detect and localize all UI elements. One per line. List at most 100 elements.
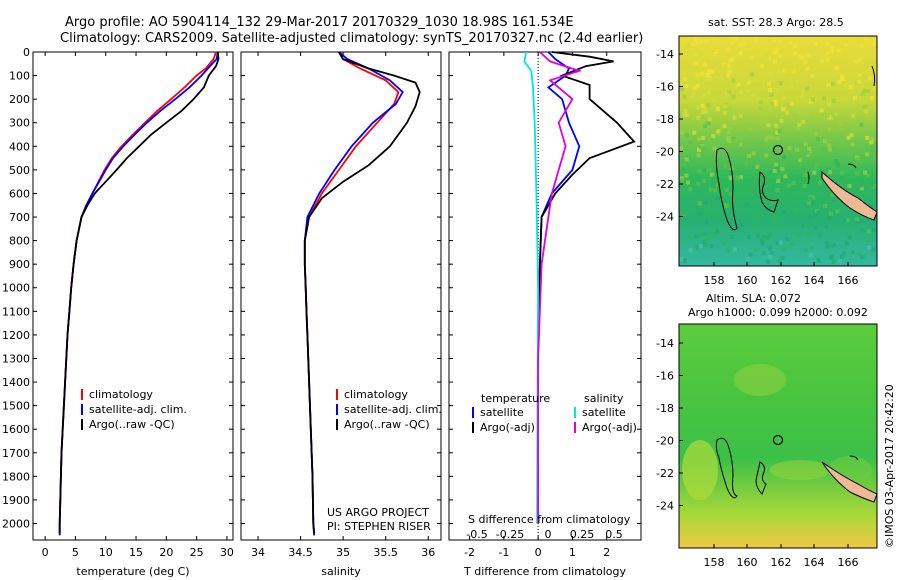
sst-pixel [704, 38, 709, 43]
sst-pixel [865, 135, 870, 140]
sst-pixel [825, 41, 830, 46]
legend-label: Argo(-adj) [480, 421, 535, 434]
sst-pixel [774, 47, 779, 52]
y-tick-label: 1500 [2, 400, 30, 413]
sst-pixel [769, 71, 774, 76]
sst-pixel [793, 51, 798, 56]
sst-pixel [792, 44, 797, 49]
sst-pixel [865, 89, 870, 94]
sst-pixel [778, 53, 782, 58]
sst-pixel [755, 226, 760, 231]
y-tick-label: 1300 [2, 352, 30, 365]
sst-pixel [778, 240, 783, 245]
sst-pixel [838, 122, 843, 127]
sst-pixel [729, 234, 734, 239]
sst-pixel [706, 69, 711, 74]
sst-pixel [862, 88, 867, 93]
sst-pixel [802, 173, 807, 177]
sst-pixel [777, 259, 782, 264]
sst-pixel [777, 38, 782, 43]
sst-pixel [715, 182, 720, 187]
legend-label: Argo(..raw -QC) [344, 418, 430, 431]
sst-pixel [695, 72, 700, 77]
sst-pixel [732, 115, 737, 120]
sst-pixel [827, 170, 832, 175]
sst-pixel [853, 59, 858, 64]
sst-pixel [740, 223, 744, 228]
sst-pixel [868, 119, 873, 123]
sla-map-label-1: Altim. SLA: 0.072 [706, 292, 801, 305]
sst-pixel [829, 243, 834, 248]
sst-pixel [770, 157, 775, 161]
sla-map: Altim. SLA: 0.072 Argo h1000: 0.099 h200… [656, 292, 878, 569]
sst-pixel [684, 84, 689, 88]
sst-pixel [696, 52, 701, 57]
legend-label: satellite-adj. clim. [89, 403, 187, 416]
sst-pixel [768, 152, 773, 157]
sst-pixel [851, 250, 856, 255]
sst-pixel [845, 218, 850, 223]
sst-pixel [696, 181, 701, 186]
sst-pixel [835, 209, 840, 214]
sst-pixel [683, 223, 688, 228]
sst-pixel [811, 195, 816, 200]
x-tick-label: 34 [251, 546, 265, 559]
sst-pixel [759, 238, 764, 243]
sst-pixel [773, 102, 778, 107]
y-tick-label: 0 [23, 46, 30, 59]
x-tick-label: 34.5 [288, 546, 313, 559]
sst-pixel [810, 97, 815, 102]
sst-pixel [703, 124, 707, 129]
map-y-tick-label: -18 [656, 402, 674, 415]
sst-pixel [680, 178, 685, 183]
sst-pixel [854, 192, 859, 197]
sst-pixel [803, 60, 808, 65]
sst-pixel [703, 243, 708, 247]
sst-pixel [767, 254, 772, 259]
sst-pixel [827, 127, 832, 132]
sst-pixel [679, 257, 684, 262]
sst-pixel [839, 254, 844, 259]
sst-pixel [810, 199, 815, 204]
sst-pixel [761, 251, 766, 256]
y-tick-label: 100 [9, 70, 30, 83]
sst-pixel [816, 210, 821, 215]
sst-pixel [702, 178, 706, 183]
sst-pixel [782, 247, 786, 252]
sst-pixel [688, 248, 693, 253]
y-tick-label: 700 [9, 211, 30, 224]
sst-pixel [702, 93, 707, 98]
sla-map-argo-marker [772, 434, 784, 446]
sst-pixel [707, 117, 712, 122]
map-y-tick-label: -20 [656, 146, 674, 159]
x-tick-label: 1 [569, 546, 576, 559]
sst-pixel [797, 122, 802, 127]
sst-pixel [829, 45, 834, 50]
sst-pixel [808, 197, 813, 202]
sst-pixel [798, 55, 803, 60]
x-tick-label: 35 [336, 546, 350, 559]
y-tick-label: 400 [9, 140, 30, 153]
sst-pixel [706, 103, 711, 108]
sst-pixel [684, 113, 689, 117]
sst-pixel [807, 201, 812, 206]
imos-credit: ©IMOS 03-Apr-2017 20:42:20 [883, 384, 896, 548]
sst-pixel [694, 245, 699, 250]
sst-pixel [769, 250, 774, 255]
sst-map-speckle [679, 36, 877, 264]
sst-pixel [713, 188, 717, 193]
sst-pixel [690, 94, 694, 98]
sst-pixel [702, 210, 707, 215]
sst-pixel [777, 216, 781, 221]
sst-pixel [722, 111, 727, 115]
top-axis-tick-label: -0.5 [466, 528, 487, 541]
sst-pixel [789, 242, 794, 247]
sst-pixel [830, 82, 835, 86]
map-y-tick-label: -18 [656, 113, 674, 126]
sst-pixel [727, 126, 732, 131]
sst-pixel [806, 150, 811, 155]
sst-pixel [776, 179, 781, 183]
sst-pixel [775, 240, 780, 245]
sst-pixel [813, 42, 818, 47]
sst-pixel [706, 72, 710, 77]
